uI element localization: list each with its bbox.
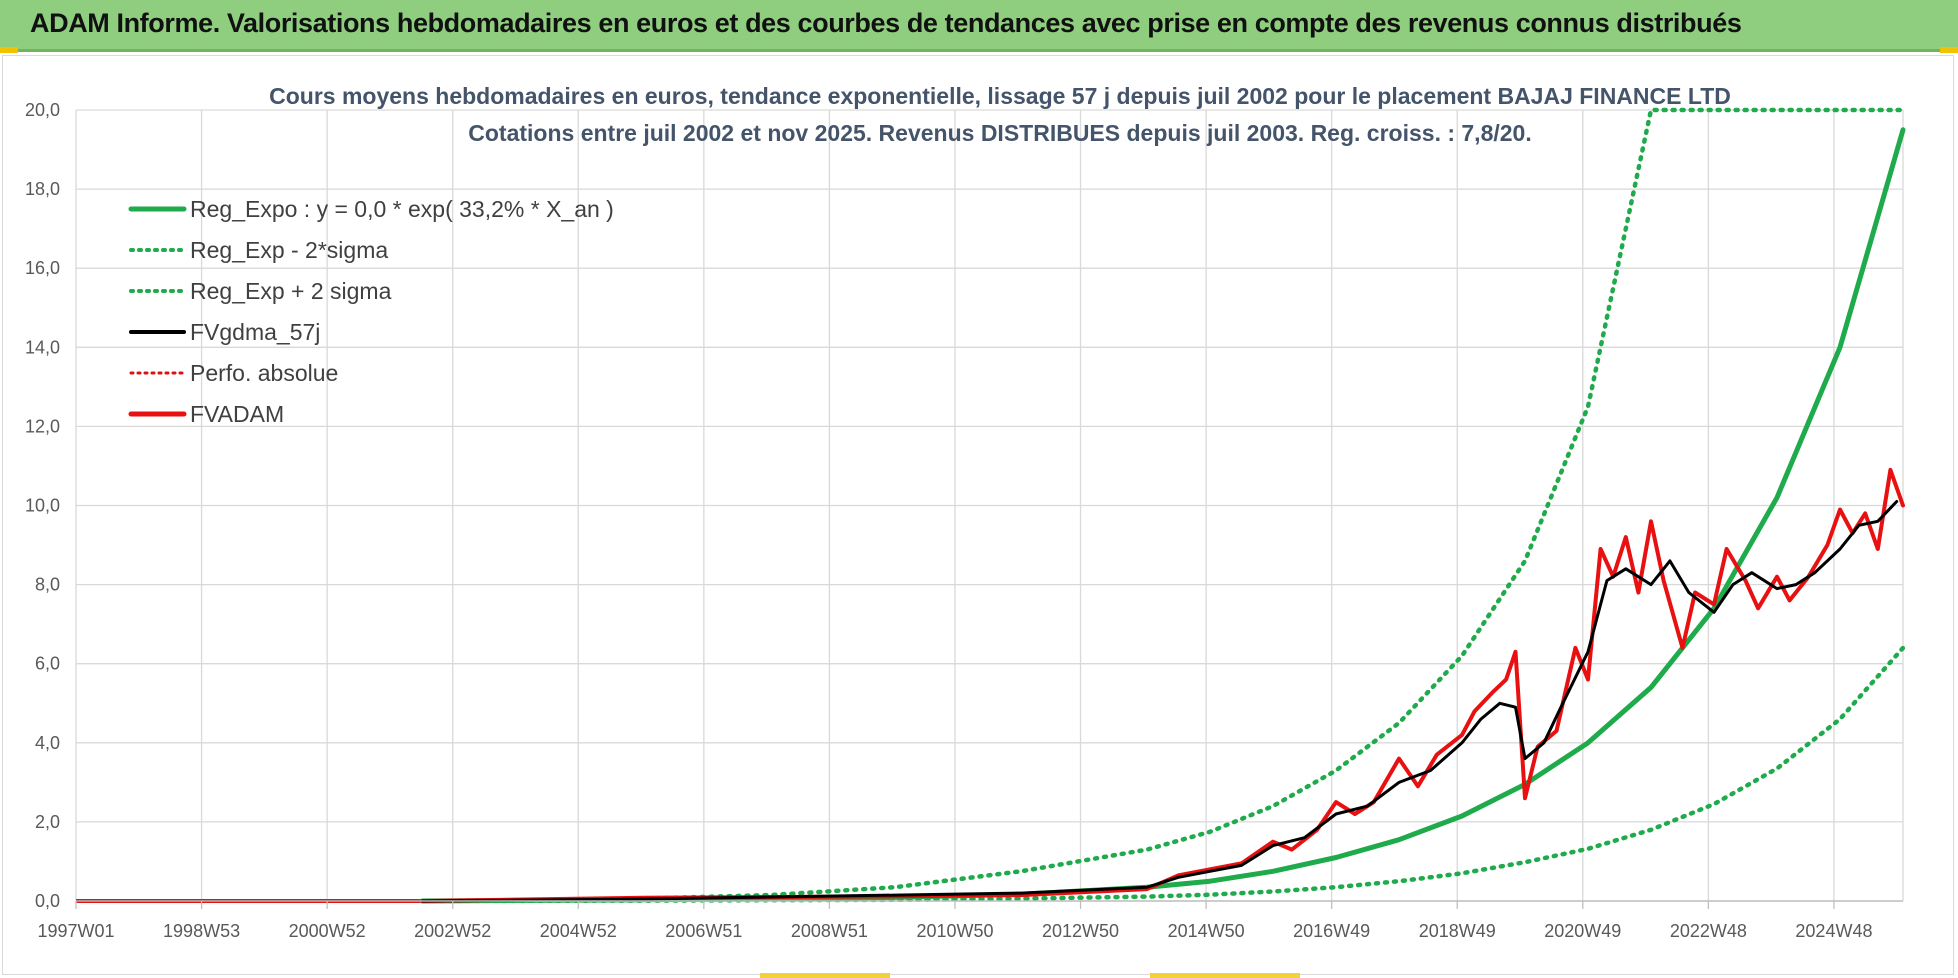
x-tick-label: 2004W52 <box>540 921 617 941</box>
x-tick-label: 2018W49 <box>1419 921 1496 941</box>
legend-label: Reg_Expo : y = 0,0 * exp( 33,2% * X_an ) <box>190 196 614 222</box>
axis-layer: 0,0 2,0 4,0 6,0 8,0 10,0 12,0 14,0 16,0 18,0 20,0 1… <box>25 100 1903 941</box>
chart-subtitle: Cotations entre juil 2002 et nov 2025. R… <box>468 120 1531 146</box>
legend-label: Perfo. absolue <box>190 360 338 386</box>
bottom-tab-right <box>1150 973 1300 978</box>
y-tick-label: 16,0 <box>25 258 60 278</box>
x-tick-label: 2016W49 <box>1293 921 1370 941</box>
header-bar: ADAM Informe. Valorisations hebdomadaire… <box>0 0 1958 52</box>
y-tick-label: 8,0 <box>35 575 60 595</box>
x-tick-label: 2022W48 <box>1670 921 1747 941</box>
series-line-fvadam <box>420 467 1905 903</box>
page-title: ADAM Informe. Valorisations hebdomadaire… <box>30 8 1742 38</box>
x-tick-label: 2000W52 <box>289 921 366 941</box>
series-line-reg-exp-2-sigma <box>420 107 1906 904</box>
series-layer <box>76 107 1906 904</box>
series-line-fvgdma-57j <box>421 500 1899 903</box>
x-tick-label: 2012W50 <box>1042 921 1119 941</box>
legend-label: Reg_Exp + 2 sigma <box>190 278 392 304</box>
y-tick-label: 6,0 <box>35 654 60 674</box>
y-tick-label: 14,0 <box>25 337 60 357</box>
x-tick-label: 2006W51 <box>665 921 742 941</box>
y-tick-label: 0,0 <box>35 891 60 911</box>
legend-label: Reg_Exp - 2*sigma <box>190 237 388 263</box>
corner-marker-left <box>0 47 18 53</box>
y-tick-label: 2,0 <box>35 812 60 832</box>
corner-marker-right <box>1940 47 1958 53</box>
x-tick-label: 2010W50 <box>916 921 993 941</box>
y-tick-label: 4,0 <box>35 733 60 753</box>
grid-layer <box>75 109 1904 902</box>
y-tick-label: 12,0 <box>25 416 60 436</box>
legend-label: FVgdma_57j <box>190 319 320 345</box>
chart-title: Cours moyens hebdomadaires en euros, ten… <box>269 83 1731 109</box>
x-tick-label: 2008W51 <box>791 921 868 941</box>
x-tick-label: 2020W49 <box>1544 921 1621 941</box>
y-tick-label: 10,0 <box>25 496 60 516</box>
x-tick-label: 2024W48 <box>1795 921 1872 941</box>
series-line-reg-exp-2-sigma <box>420 645 1906 904</box>
y-tick-label: 18,0 <box>25 179 60 199</box>
legend: Reg_Expo : y = 0,0 * exp( 33,2% * X_an )… <box>128 196 614 427</box>
bottom-tab-left <box>760 973 890 978</box>
y-tick-label: 20,0 <box>25 100 60 120</box>
series-line-reg-expo <box>420 127 1906 904</box>
x-tick-label: 1997W01 <box>37 921 114 941</box>
x-tick-label: 2002W52 <box>414 921 491 941</box>
x-tick-label: 1998W53 <box>163 921 240 941</box>
legend-label: FVADAM <box>190 401 284 427</box>
x-tick-label: 2014W50 <box>1168 921 1245 941</box>
